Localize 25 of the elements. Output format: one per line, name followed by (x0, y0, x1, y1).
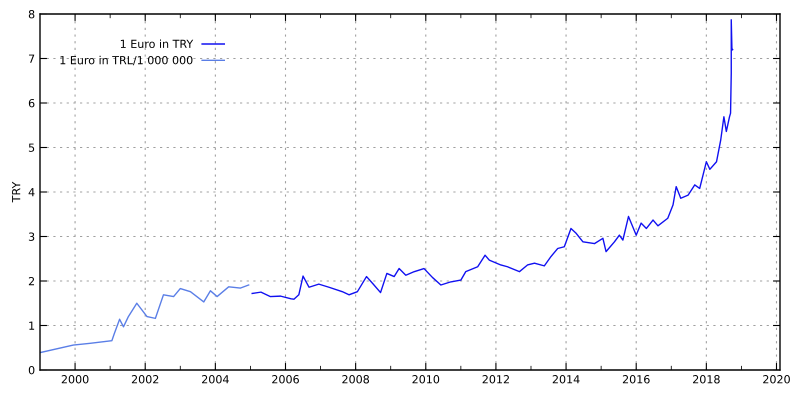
y-axis-title: TRY (12, 182, 20, 202)
y-tick-label: 3 (28, 232, 34, 241)
y-tick-label: 6 (28, 98, 34, 108)
y-tick-label: 1 (29, 322, 34, 330)
x-tick-label: 2004 (202, 375, 229, 384)
line-series (251, 19, 734, 300)
x-tick-label: 2008 (342, 375, 370, 384)
x-tick-label: 2006 (272, 375, 299, 384)
x-tick-label: 2018 (693, 375, 720, 384)
legend-label: 1 Euro in TRY (120, 39, 194, 48)
y-tick-label: 8 (28, 10, 34, 18)
x-tick-label: 2000 (62, 375, 88, 384)
y-tick-label: 4 (28, 188, 35, 196)
legend-label: 1 Euro in TRL/1 000 000 (60, 56, 192, 66)
y-tick-label: 0 (28, 366, 34, 374)
y-tick-label: 2 (28, 276, 34, 286)
x-tick-label: 2012 (482, 375, 509, 384)
x-tick-label: 2010 (412, 375, 440, 384)
x-tick-label: 2020 (763, 375, 790, 384)
x-tick-label: 2002 (132, 375, 158, 384)
line-series (40, 284, 250, 354)
y-tick-label: 7 (28, 54, 34, 63)
y-tick-label: 5 (28, 144, 34, 152)
x-tick-label: 2016 (622, 375, 650, 384)
x-tick-label: 2014 (552, 375, 580, 384)
